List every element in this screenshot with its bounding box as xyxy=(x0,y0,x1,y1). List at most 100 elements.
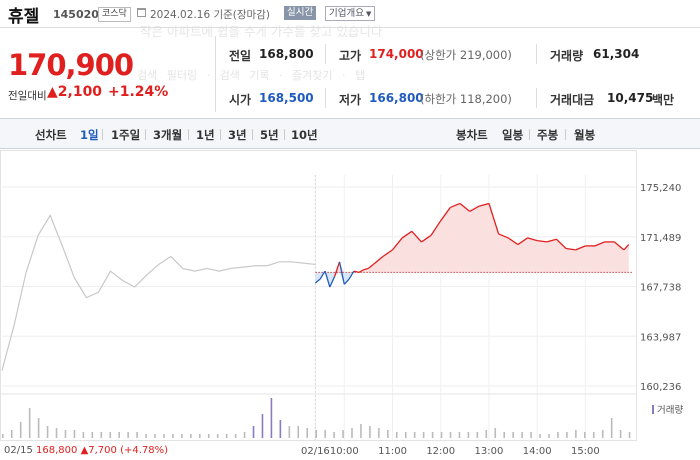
volume-bar xyxy=(145,434,147,438)
series-today-segment xyxy=(358,269,364,273)
low-label: 저가 xyxy=(339,93,362,107)
volume-bar xyxy=(476,432,479,438)
period-10y[interactable]: 10년 xyxy=(291,128,318,142)
amount-unit: 백만 xyxy=(652,93,675,107)
separator xyxy=(252,129,253,140)
candle-daily[interactable]: 일봉 xyxy=(502,128,524,142)
volume-bar xyxy=(431,432,434,438)
price-chart[interactable]: 175,240 171,489 167,738 163,987 160,236 02/1… xyxy=(0,150,700,460)
volume-bar xyxy=(216,434,219,438)
col-divider xyxy=(325,44,326,64)
series-today-segment xyxy=(488,203,500,235)
low-value: 166,800 xyxy=(369,91,424,105)
company-info-label: 기업개요 xyxy=(329,8,364,19)
period-3m[interactable]: 3개월 xyxy=(153,128,183,142)
volume-bar xyxy=(566,432,568,438)
footer-change: ▲7,700 xyxy=(80,445,117,456)
chart-lines xyxy=(1,202,632,371)
x-tick-label: 14:00 xyxy=(523,446,552,457)
upper-limit: (상한가 219,000) xyxy=(420,48,512,62)
open-label: 시가 xyxy=(229,93,252,107)
series-prev-day-line xyxy=(1,214,316,371)
candle-weekly[interactable]: 주봉 xyxy=(537,128,559,142)
series-today-segment xyxy=(575,245,586,251)
header-divider xyxy=(0,27,700,28)
volume-bar xyxy=(154,434,156,438)
volume-bar xyxy=(172,434,174,438)
series-today-segment xyxy=(613,241,625,251)
market-badge: 코스닥 xyxy=(98,7,131,22)
change-value: ▲2,100 xyxy=(47,84,103,100)
y-tick-label: 163,987 xyxy=(640,332,681,343)
series-today-segment xyxy=(517,237,528,246)
series-today-segment xyxy=(555,238,567,250)
series-today-segment xyxy=(450,202,461,209)
up-fill-area xyxy=(315,203,629,273)
volume-bar xyxy=(583,432,586,438)
period-3y[interactable]: 3년 xyxy=(228,128,247,142)
volume-bar xyxy=(521,432,523,438)
volume-bar xyxy=(619,430,622,438)
volume-bar xyxy=(163,434,165,438)
volume-bar xyxy=(2,434,4,438)
period-1d[interactable]: 1일 xyxy=(80,128,99,142)
realtime-button[interactable]: 실시간 xyxy=(284,6,317,20)
y-tick-label: 175,240 xyxy=(640,183,681,194)
high-label: 고가 xyxy=(339,49,362,63)
series-today-segment xyxy=(430,220,442,236)
volume-bar xyxy=(512,432,514,438)
calendar-icon xyxy=(137,8,146,17)
series-today-segment xyxy=(537,239,547,243)
volume-bar xyxy=(118,432,120,438)
series-today-segment xyxy=(421,234,432,243)
period-1w[interactable]: 1주일 xyxy=(111,128,141,142)
volume-bar xyxy=(297,426,300,438)
volume-bar xyxy=(369,426,371,438)
volume-bar xyxy=(351,428,353,438)
series-today-segment xyxy=(324,270,331,288)
volume-bar xyxy=(181,434,183,438)
volume-bar xyxy=(342,430,344,438)
volume-bar xyxy=(440,432,443,438)
volume-bar xyxy=(387,430,389,438)
period-1y[interactable]: 1년 xyxy=(196,128,215,142)
series-today-segment xyxy=(382,249,393,258)
chevron-down-icon: ▼ xyxy=(365,10,372,18)
amount-value: 10,475 xyxy=(607,91,654,105)
y-tick-label: 160,236 xyxy=(640,382,681,393)
x-tick-label: 12:00 xyxy=(426,446,455,457)
period-selector-bar: 선차트 1일 1주일 3개월 1년 3년 5년 10년 봉차트 일봉 주봉 월봉 xyxy=(0,118,700,149)
series-today-segment xyxy=(401,230,413,239)
stock-name: 휴젤 xyxy=(8,7,40,27)
volume-bar xyxy=(55,428,58,438)
volume-bar xyxy=(10,430,13,438)
separator xyxy=(565,129,566,140)
series-today-segment xyxy=(527,237,538,242)
volume-value: 61,304 xyxy=(593,47,640,61)
series-today-segment xyxy=(459,202,471,212)
series-today-segment xyxy=(329,276,336,288)
series-today-segment xyxy=(392,237,403,251)
volume-bar xyxy=(494,428,497,438)
volume-bar xyxy=(485,430,488,438)
footer-close: 168,800 xyxy=(36,445,78,456)
volume-bar xyxy=(539,434,541,438)
separator xyxy=(284,129,285,140)
volume-bar xyxy=(601,430,604,438)
col-divider xyxy=(536,88,537,108)
stock-code: 145020 xyxy=(53,8,99,21)
series-today-segment xyxy=(319,270,326,280)
volume-bar xyxy=(548,434,550,438)
company-info-dropdown[interactable]: 기업개요 ▼ xyxy=(325,6,376,21)
volume-bar xyxy=(261,414,264,438)
volume-label: 거래량 xyxy=(550,49,584,63)
candle-monthly[interactable]: 월봉 xyxy=(574,128,596,142)
period-5y[interactable]: 5년 xyxy=(260,128,279,142)
x-tick-label: 10:00 xyxy=(330,446,359,457)
series-today-segment xyxy=(479,202,490,207)
separator xyxy=(529,129,530,140)
volume-bar xyxy=(592,432,595,438)
volume-bar xyxy=(422,432,425,438)
change-label: 전일대비 xyxy=(8,90,47,102)
current-price: 170,900 xyxy=(8,48,134,82)
